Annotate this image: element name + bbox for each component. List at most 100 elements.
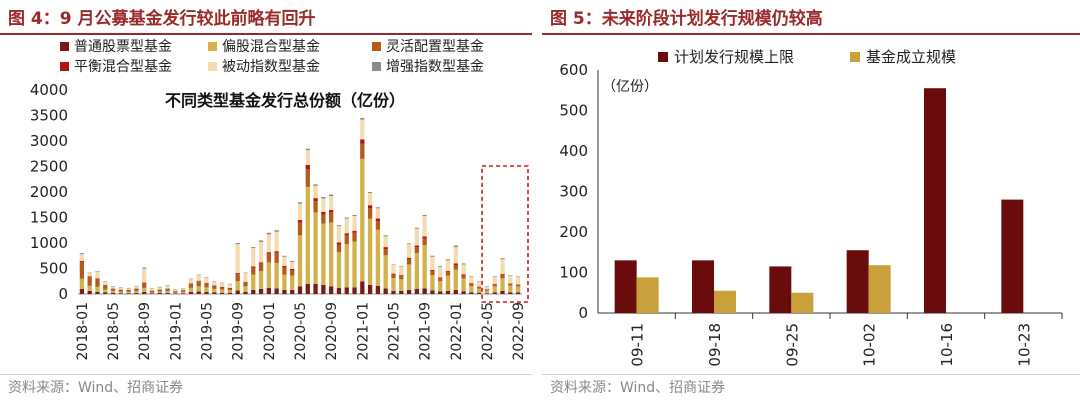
left-bar-segment	[212, 285, 217, 286]
left-bar-segment	[321, 198, 326, 212]
right-y-tick-label: 600	[559, 61, 588, 79]
left-legend-swatch	[60, 62, 69, 71]
left-bar-segment	[188, 278, 194, 280]
left-bar-segment	[227, 288, 233, 291]
left-bar-segment	[360, 143, 365, 159]
left-bar-segment	[321, 284, 326, 294]
left-bar-segment	[126, 290, 131, 292]
left-bar-segment	[219, 282, 225, 284]
right-y-tick-label: 100	[559, 264, 588, 282]
left-bar-segment	[103, 289, 108, 293]
right-bar	[714, 290, 736, 313]
left-bar-segment	[422, 215, 427, 237]
right-bottom-rule	[542, 374, 1080, 375]
left-bar-segment	[196, 274, 201, 276]
left-x-tick-label: 2019-05	[200, 302, 216, 361]
left-bar-segment	[360, 281, 365, 294]
left-bar-segment	[235, 243, 240, 245]
left-bar-segment	[243, 286, 248, 292]
right-grouped-bar-chart: 0 100 200 300 400 500 600 （亿份） 09-11 09-18 09-25 10…	[559, 48, 1063, 367]
left-bar-segment	[321, 197, 326, 199]
left-bar-segment	[118, 287, 123, 290]
left-bar-segment	[336, 287, 342, 294]
left-bar-segment	[500, 278, 505, 291]
left-bar-segment	[515, 284, 521, 287]
left-y-tick-label: 1500	[30, 209, 68, 227]
left-bar-segment	[142, 282, 147, 288]
left-legend-swatch	[372, 42, 381, 51]
left-bar-segment	[126, 293, 131, 294]
right-y-tick-label: 0	[578, 304, 588, 322]
left-bar-segment	[173, 291, 178, 292]
left-bar-segment	[251, 274, 256, 290]
left-bar-segment	[290, 289, 295, 294]
left-bar-segment	[414, 247, 419, 254]
left-bar-segment	[414, 227, 419, 229]
left-bar-segment	[329, 209, 334, 213]
left-bar-segment	[391, 264, 396, 265]
left-bar-segment	[484, 290, 490, 294]
left-bar-segment	[227, 290, 233, 293]
left-bar-segment	[157, 287, 162, 290]
left-bar-segment	[134, 292, 139, 294]
left-legend-label: 增强指数型基金	[386, 58, 484, 75]
left-bar-segment	[204, 283, 209, 288]
left-x-tick-label: 2021-05	[386, 302, 402, 361]
left-bar-segment	[95, 286, 100, 292]
left-bar-segment	[352, 241, 357, 288]
left-bar-segment	[453, 289, 458, 294]
left-bar-segment	[367, 284, 373, 294]
left-bar-segment	[157, 286, 162, 288]
left-bar-segment	[406, 243, 412, 258]
left-legend-swatch	[208, 42, 217, 51]
left-bar-segment	[430, 271, 435, 276]
left-bar-segment	[492, 276, 497, 277]
left-bar-segment	[515, 276, 521, 277]
left-bar-segment	[321, 211, 326, 215]
left-bar-segment	[282, 289, 287, 294]
left-bar-segment	[422, 238, 427, 246]
left-bar-segment	[235, 274, 240, 282]
left-bar-segment	[461, 291, 466, 294]
left-bar-segment	[134, 290, 139, 293]
left-bar-segment	[445, 271, 451, 273]
left-bar-segment	[290, 260, 295, 262]
left-bar-segment	[134, 288, 139, 291]
left-bar-segment	[484, 293, 490, 294]
left-bar-segment	[508, 285, 513, 293]
left-bar-segment	[484, 286, 490, 290]
left-bar-segment	[142, 282, 147, 283]
left-bar-segment	[274, 262, 279, 289]
left-bar-segment	[282, 255, 287, 257]
left-bar-segment	[274, 288, 279, 294]
left-bar-segment	[103, 281, 108, 282]
left-bar-segment	[422, 288, 427, 294]
left-bar-segment	[508, 292, 513, 294]
right-x-tick-label: 10-23	[1015, 323, 1033, 367]
left-bar-segment	[461, 278, 466, 292]
left-bar-segment	[367, 208, 373, 219]
left-bar-segment	[95, 271, 100, 272]
left-y-tick-label: 3500	[30, 107, 68, 125]
left-bar-segment	[375, 207, 381, 209]
left-y-tick-label: 3000	[30, 132, 68, 150]
left-bar-segment	[313, 212, 318, 284]
left-bottom-rule	[0, 374, 532, 375]
left-bar-segment	[438, 266, 443, 278]
left-bar-segment	[165, 288, 170, 290]
left-bar-segment	[165, 285, 170, 286]
left-bar-segment	[181, 291, 186, 294]
left-bar-segment	[492, 276, 497, 284]
left-bar-segment	[360, 139, 365, 144]
left-bar-segment	[492, 286, 497, 293]
right-y-tick-label: 300	[559, 183, 588, 201]
left-bar-segment	[399, 279, 404, 291]
left-bar-segment	[352, 287, 357, 294]
right-y-tick-label: 200	[559, 223, 588, 241]
left-bar-segment	[305, 164, 310, 170]
left-bar-segment	[453, 263, 458, 265]
left-bar-segment	[453, 247, 458, 264]
left-bar-segment	[336, 242, 342, 245]
left-bar-segment	[391, 273, 396, 275]
